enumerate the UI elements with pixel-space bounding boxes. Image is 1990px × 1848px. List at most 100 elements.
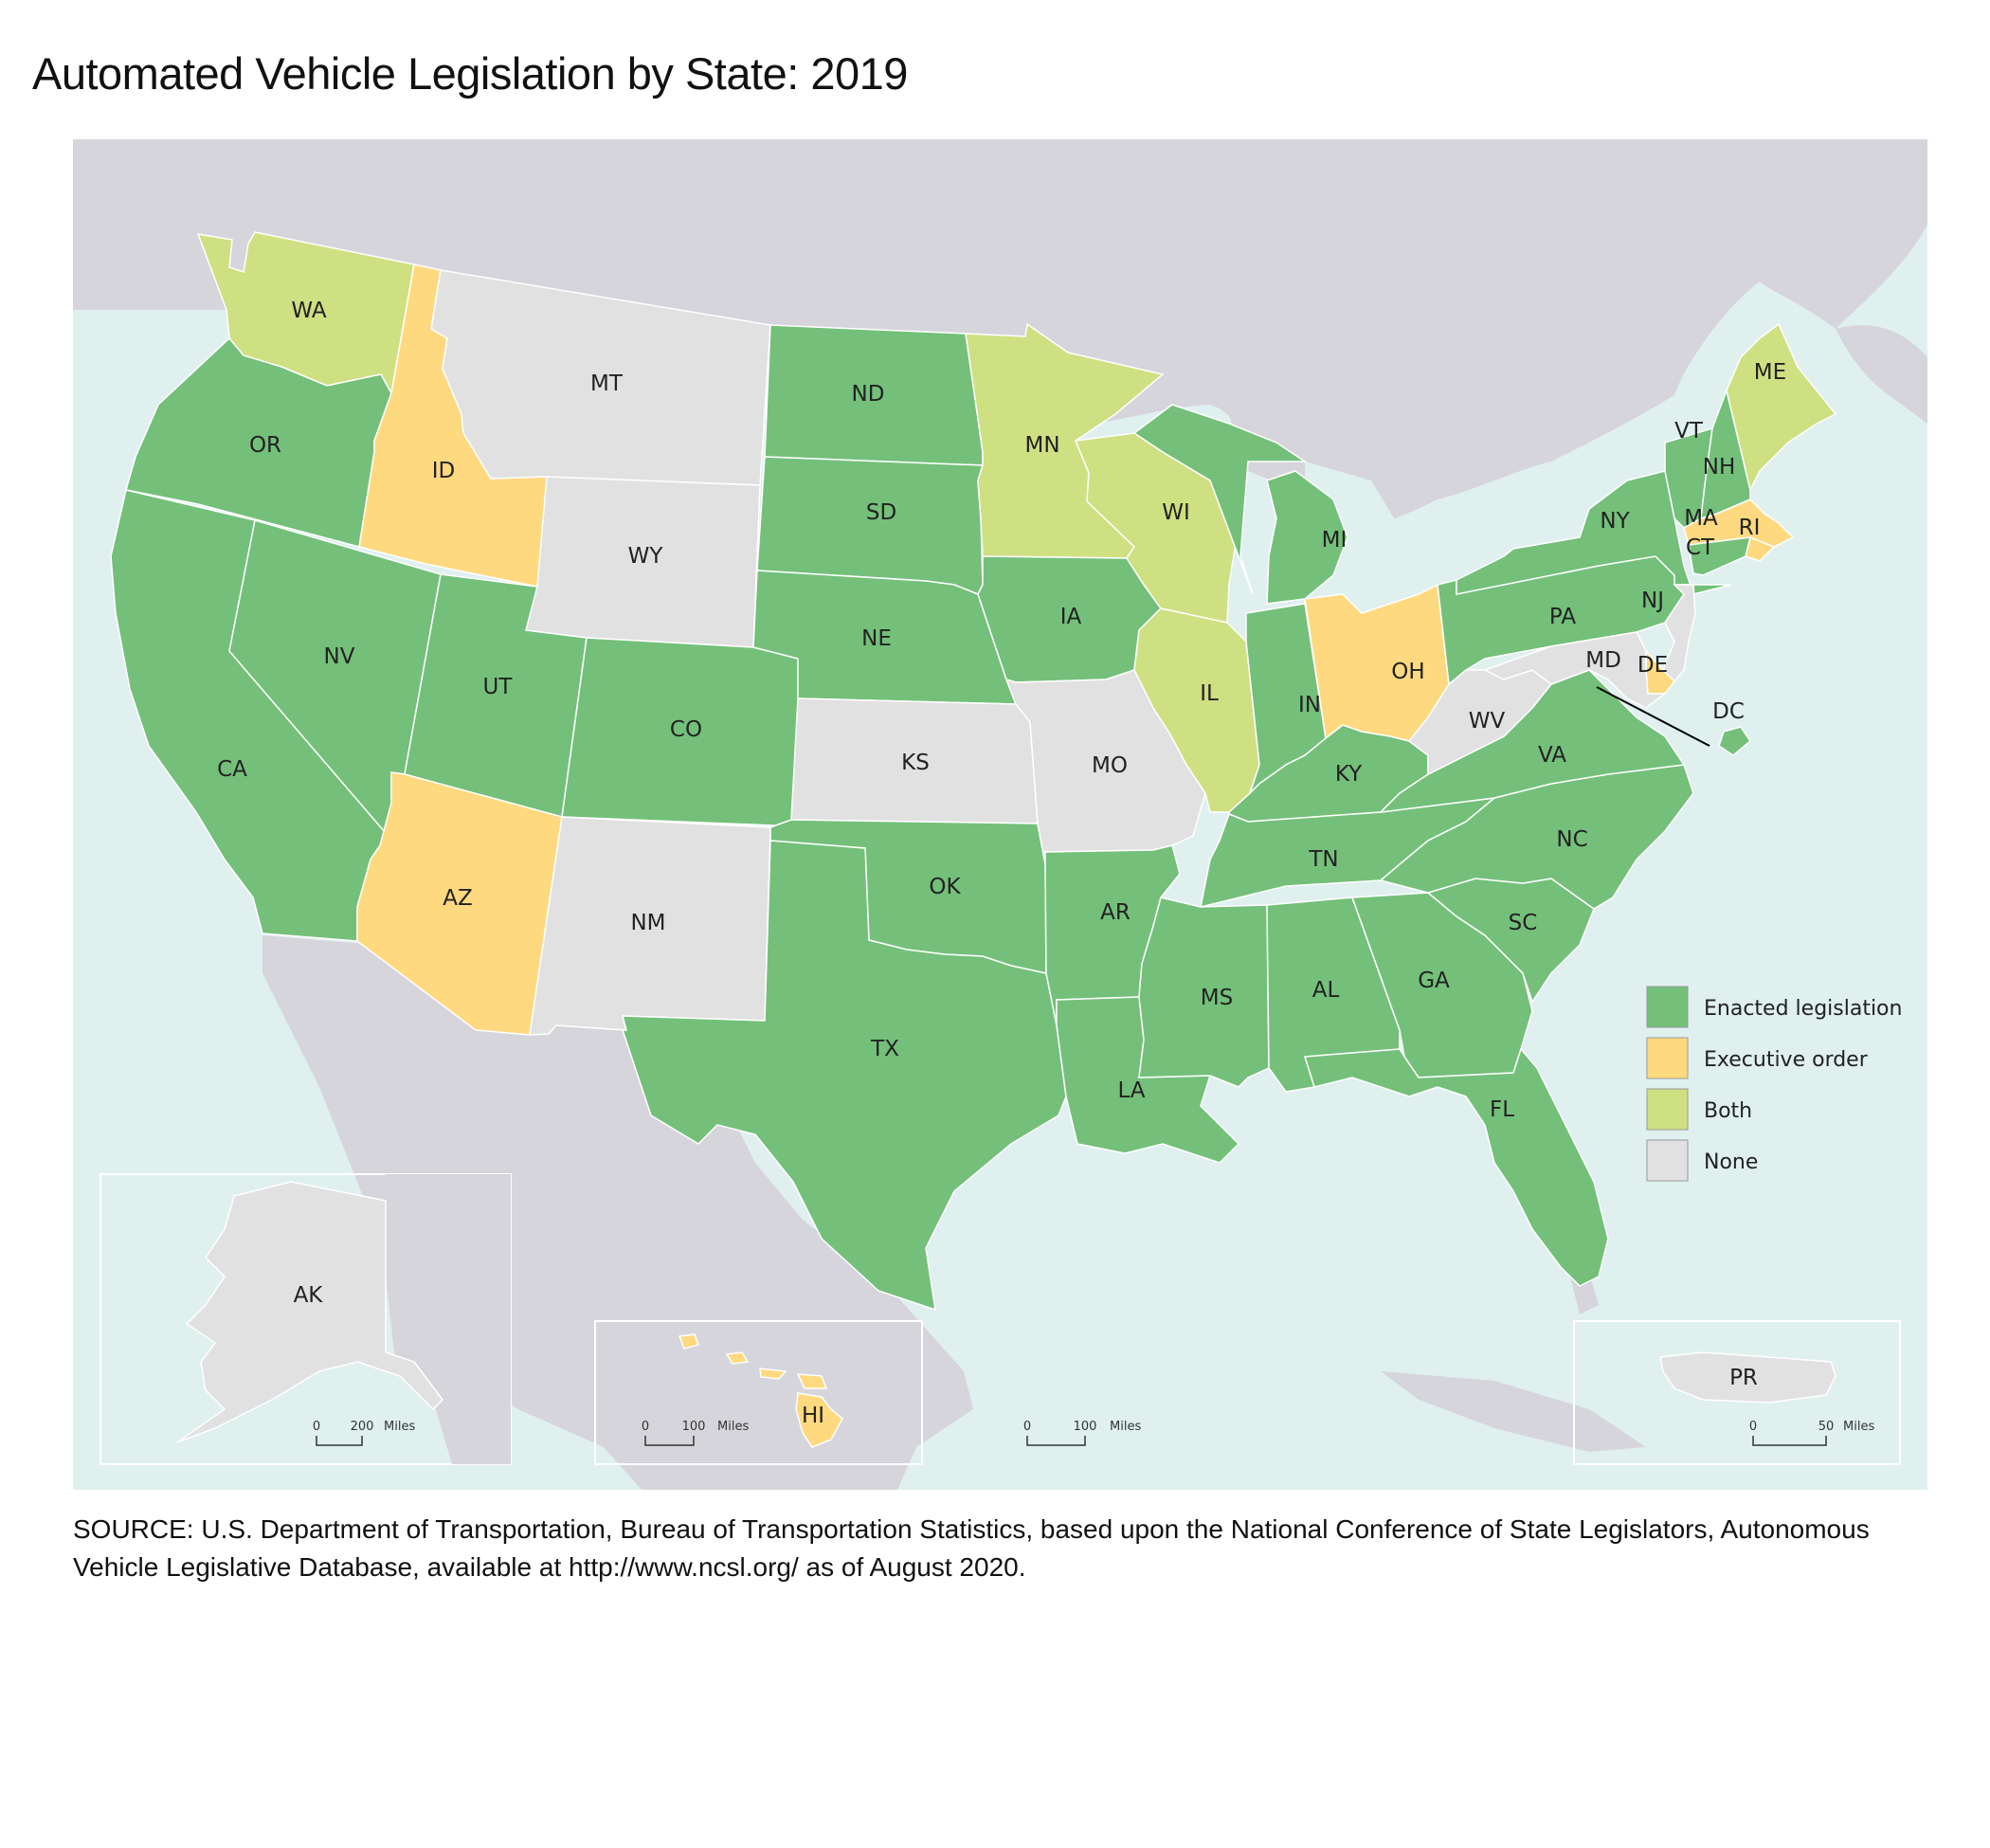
state-ME xyxy=(1726,322,1837,493)
scale-bar-alaska-zero: 0 xyxy=(313,1420,320,1434)
label-KY: KY xyxy=(1335,762,1363,787)
scale-bar-hawaii-value: 100 xyxy=(682,1420,706,1434)
dc-leader-line xyxy=(1596,686,1710,747)
legend-label-enacted: Enacted legislation xyxy=(1704,997,1902,1021)
label-WV: WV xyxy=(1469,709,1506,734)
lake-ontario xyxy=(1504,518,1580,549)
states-layer xyxy=(110,231,1837,1312)
legend-item-none: None xyxy=(1646,1139,1758,1182)
inset-puerto-rico xyxy=(1573,1320,1901,1465)
lake-erie xyxy=(1343,566,1438,613)
scale-bar-hawaii-unit: Miles xyxy=(717,1420,749,1434)
legend-swatch-enacted xyxy=(1646,986,1689,1028)
label-MI: MI xyxy=(1322,528,1348,553)
label-AR: AR xyxy=(1100,900,1131,925)
maritimes-land xyxy=(1836,325,1927,424)
map-title: Automated Vehicle Legislation by State: … xyxy=(32,48,908,99)
scale-bar-alaska-line xyxy=(316,1436,363,1446)
inset-pr-frame xyxy=(1573,1320,1901,1465)
scale-bar-alaska-value: 200 xyxy=(351,1420,374,1434)
label-NM: NM xyxy=(630,911,665,935)
label-MO: MO xyxy=(1092,753,1128,778)
scale-bar-main-line xyxy=(1026,1436,1086,1446)
label-IN: IN xyxy=(1298,693,1321,717)
label-DC: DC xyxy=(1712,699,1745,724)
label-IA: IA xyxy=(1060,605,1082,629)
label-NJ: NJ xyxy=(1641,589,1664,613)
label-WY: WY xyxy=(628,544,664,569)
inset-hawaii-frame xyxy=(594,1320,923,1465)
legend-label-none: None xyxy=(1704,1150,1758,1174)
scale-bar-hawaii: 0 100 Miles xyxy=(642,1420,749,1446)
state-NC xyxy=(1379,764,1694,910)
state-MT xyxy=(430,269,771,486)
label-WI: WI xyxy=(1162,500,1190,525)
scale-bar-main-unit: Miles xyxy=(1110,1420,1141,1434)
label-ND: ND xyxy=(852,382,885,407)
source-note: SOURCE: U.S. Department of Transportatio… xyxy=(73,1514,1870,1582)
label-RI: RI xyxy=(1739,516,1761,540)
label-LA: LA xyxy=(1117,1078,1145,1103)
lake-huron xyxy=(1305,462,1400,547)
label-IL: IL xyxy=(1200,681,1219,706)
state-HI xyxy=(678,1333,843,1448)
scale-bar-pr-unit: Miles xyxy=(1843,1420,1874,1434)
legend-swatch-executive xyxy=(1646,1037,1689,1079)
label-VT: VT xyxy=(1674,419,1704,444)
scale-bar-main-zero: 0 xyxy=(1023,1420,1031,1434)
state-DC xyxy=(1718,726,1751,756)
inset-alaska-canada xyxy=(386,1174,511,1464)
state-AK xyxy=(176,1181,443,1443)
state-MD xyxy=(1483,631,1668,709)
scale-bar-alaska-unit: Miles xyxy=(384,1420,415,1434)
state-FL xyxy=(1304,1047,1609,1287)
legend-item-executive: Executive order xyxy=(1646,1037,1869,1079)
cuba-land xyxy=(1381,1371,1646,1452)
label-NE: NE xyxy=(861,626,892,651)
scale-bar-main: 0 100 Miles xyxy=(1023,1420,1141,1446)
label-SD: SD xyxy=(866,500,896,525)
label-SC: SC xyxy=(1509,911,1538,935)
state-MO xyxy=(1004,669,1206,865)
label-MS: MS xyxy=(1201,986,1233,1010)
label-MT: MT xyxy=(590,371,624,396)
label-AK: AK xyxy=(294,1283,324,1308)
label-KS: KS xyxy=(901,751,930,775)
label-UT: UT xyxy=(483,675,514,699)
label-PR: PR xyxy=(1729,1366,1758,1390)
legend-label-both: Both xyxy=(1704,1099,1752,1123)
state-labels: WA OR CA NV ID MT WY UT CO AZ NM ND SD N… xyxy=(217,299,1786,1428)
label-MN: MN xyxy=(1024,433,1059,458)
inset-hawaii xyxy=(594,1320,923,1465)
label-HI: HI xyxy=(802,1404,824,1428)
map-frame: WA OR CA NV ID MT WY UT CO AZ NM ND SD N… xyxy=(73,139,1927,1490)
map-legend: Enacted legislation Executive order Both… xyxy=(1646,986,1902,1182)
us-map: WA OR CA NV ID MT WY UT CO AZ NM ND SD N… xyxy=(73,139,1927,1490)
legend-swatch-both xyxy=(1646,1088,1689,1131)
legend-swatch-none xyxy=(1646,1139,1689,1182)
label-WA: WA xyxy=(291,299,326,323)
label-AL: AL xyxy=(1312,978,1340,1003)
scale-bar-hawaii-line xyxy=(644,1436,695,1446)
scale-bar-pr-value: 50 xyxy=(1818,1420,1835,1434)
label-TN: TN xyxy=(1308,847,1338,872)
label-NH: NH xyxy=(1703,455,1736,480)
scale-bar-alaska: 0 200 Miles xyxy=(313,1420,415,1446)
state-MI xyxy=(1132,404,1348,605)
label-AZ: AZ xyxy=(443,886,473,911)
label-GA: GA xyxy=(1418,969,1450,993)
label-NV: NV xyxy=(324,644,355,669)
label-OK: OK xyxy=(929,875,961,899)
state-WV xyxy=(1407,669,1553,776)
label-MD: MD xyxy=(1585,648,1621,673)
inset-alaska xyxy=(100,1173,512,1465)
scale-bar-hawaii-zero: 0 xyxy=(642,1420,649,1434)
scale-bar-pr: 0 50 Miles xyxy=(1749,1420,1874,1446)
label-NC: NC xyxy=(1556,827,1587,852)
label-FL: FL xyxy=(1490,1097,1514,1122)
scale-bar-pr-line xyxy=(1752,1436,1827,1446)
legend-item-enacted: Enacted legislation xyxy=(1646,986,1902,1028)
label-OH: OH xyxy=(1391,660,1424,684)
label-PA: PA xyxy=(1549,605,1576,629)
label-CA: CA xyxy=(217,757,247,782)
